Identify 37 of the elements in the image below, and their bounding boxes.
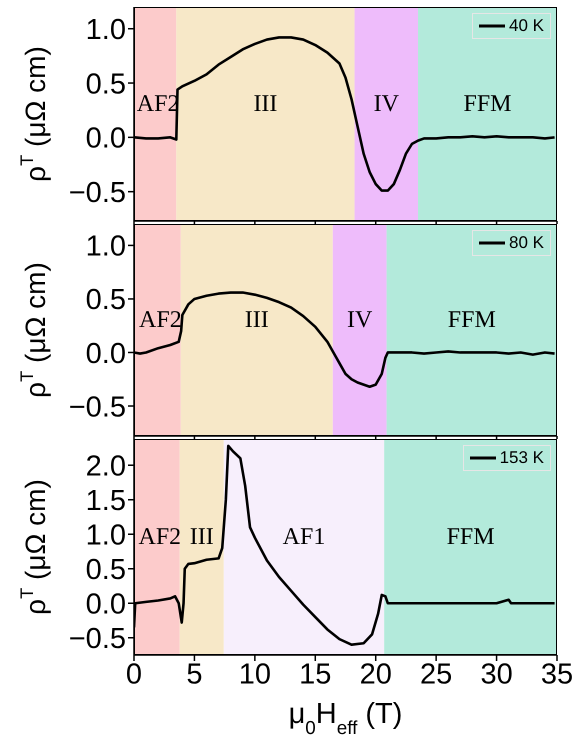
x-axis-title: μ$_{0}$H$_{eff}$ (T) — [288, 698, 402, 738]
legend-label: 80 K — [509, 233, 544, 253]
x-tick-label: 15 — [299, 658, 332, 691]
x-tick-label: 25 — [420, 658, 452, 691]
y-tick-label: 0.5 — [86, 68, 126, 100]
x-tick-label: 35 — [540, 658, 574, 691]
band-label: IV — [347, 307, 374, 334]
y-tick-label: 0.0 — [86, 338, 126, 370]
band-label: FFM — [448, 307, 496, 334]
y-tick-label: −0.5 — [68, 391, 126, 424]
y-tick-label: 1.0 — [86, 520, 126, 552]
y-tick-label: 1.5 — [86, 485, 126, 518]
band-label: III — [190, 524, 214, 550]
x-tick-label: 5 — [186, 658, 202, 691]
x-tick-label: 30 — [480, 658, 513, 691]
band-label: AF2 — [139, 307, 182, 334]
band-label: IV — [374, 90, 400, 117]
x-tick-label: 10 — [238, 658, 271, 691]
band-label: AF2 — [138, 524, 182, 550]
y-tick-label: 0.5 — [86, 284, 126, 316]
legend-label: 40 K — [509, 16, 544, 36]
band-label: III — [244, 307, 269, 334]
y-tick-label: 1.0 — [86, 14, 126, 46]
band-label: FFM — [446, 524, 495, 550]
band-label: AF1 — [282, 524, 326, 550]
y-tick-label: 2.0 — [86, 450, 126, 483]
y-tick-label: −0.5 — [68, 176, 126, 209]
y-tick-label: −0.5 — [68, 623, 126, 656]
y-tick-label: 0.0 — [86, 588, 126, 621]
x-tick-label: 0 — [126, 658, 142, 691]
y-tick-label: 0.0 — [86, 122, 126, 155]
legend-label: 153 K — [500, 448, 544, 468]
y-tick-label: 1.0 — [86, 230, 126, 263]
y-tick-label: 0.5 — [86, 554, 126, 586]
x-tick-label: 20 — [360, 658, 392, 691]
band-label: III — [253, 90, 278, 117]
band-label: FFM — [463, 90, 512, 117]
